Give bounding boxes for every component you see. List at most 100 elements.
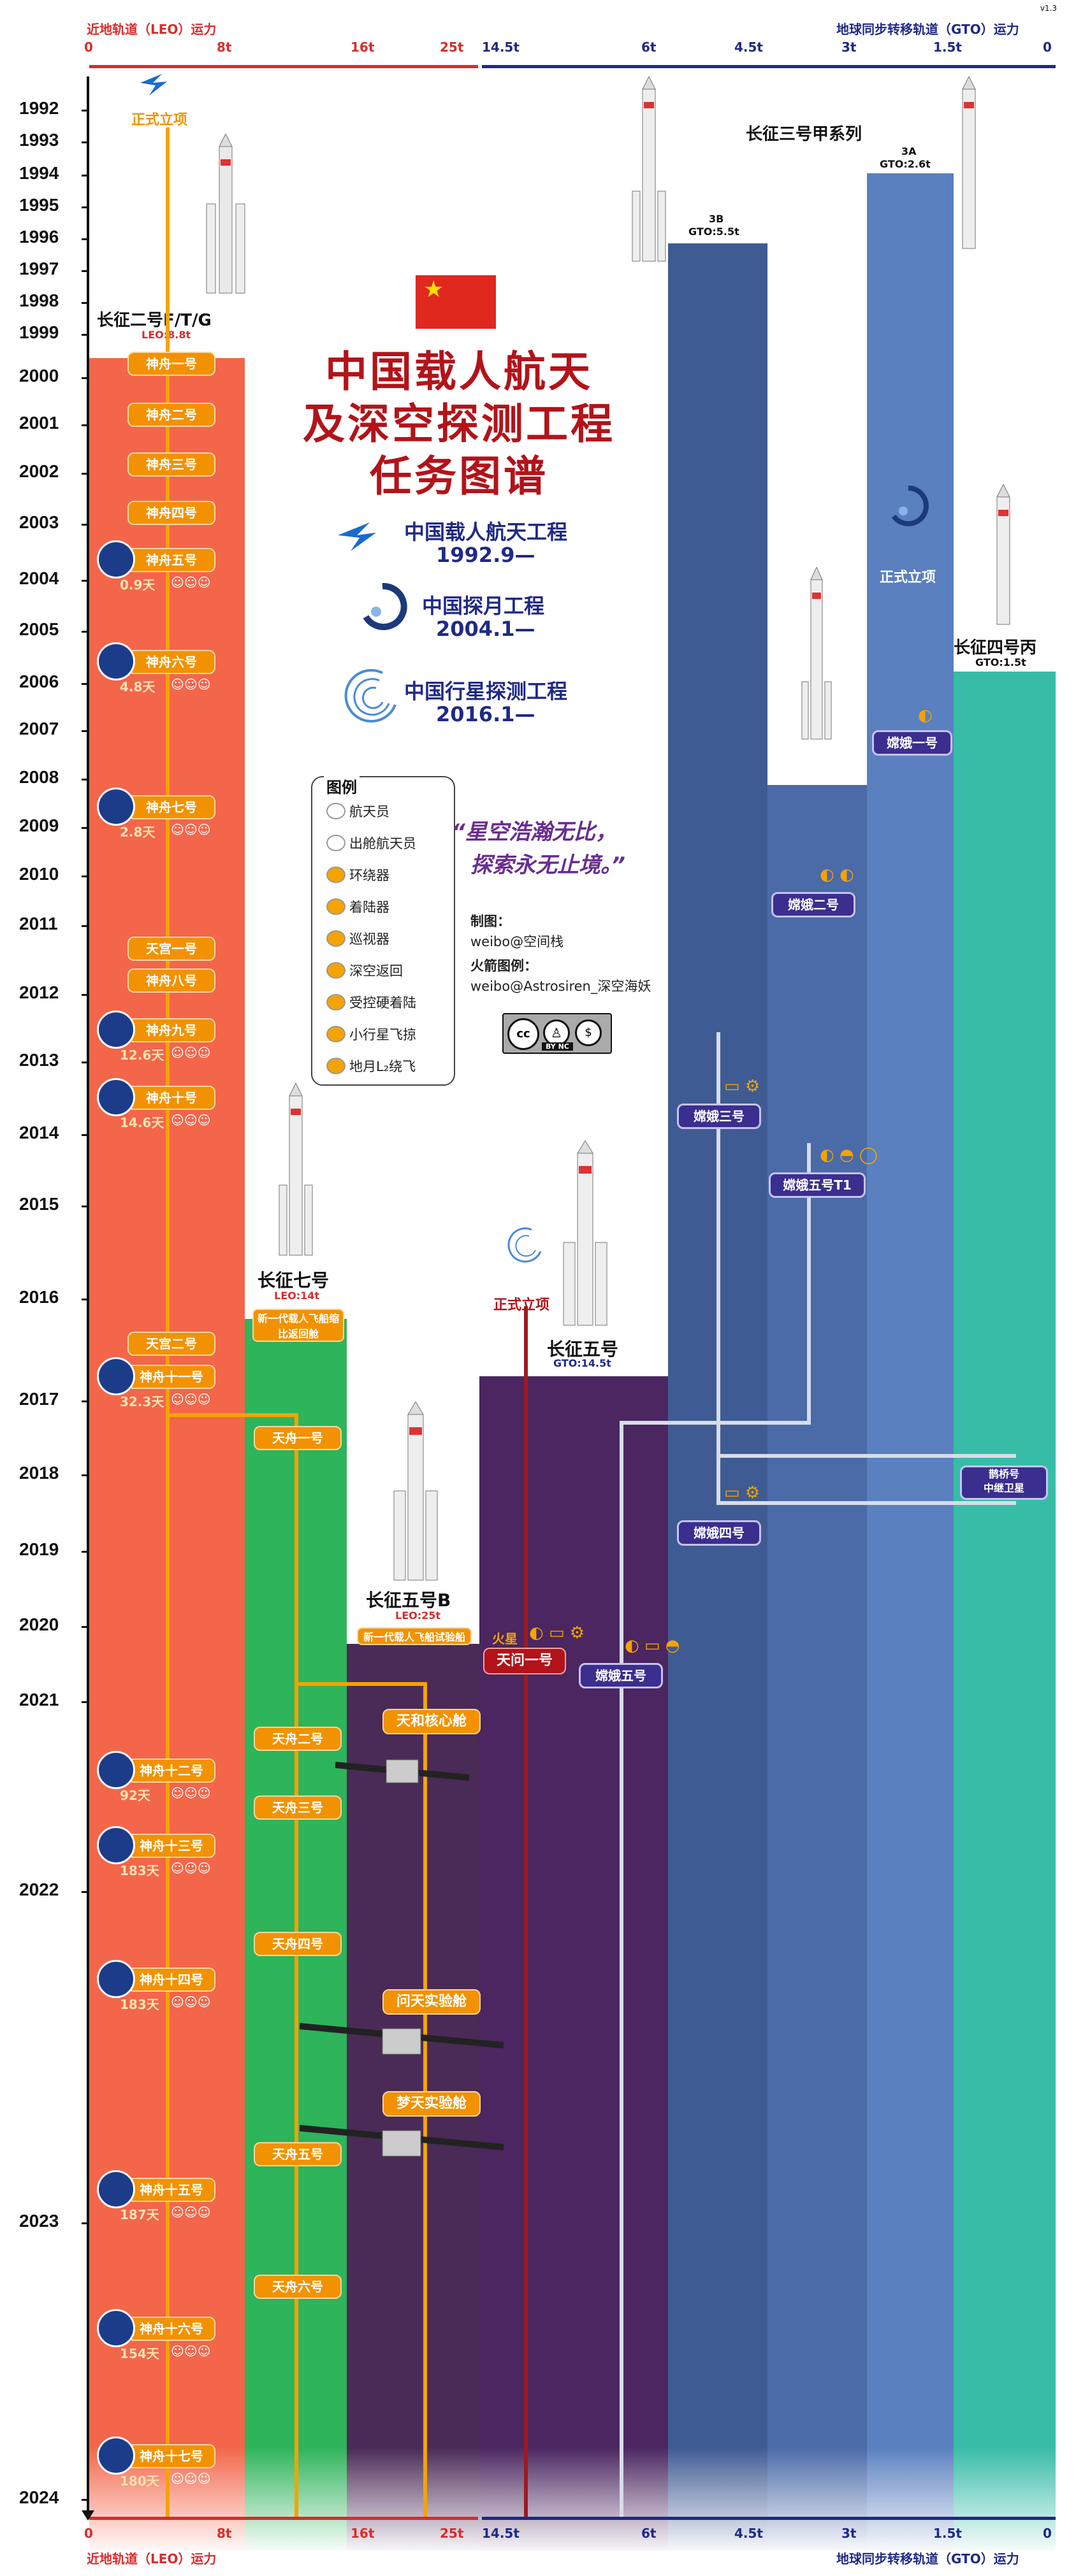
mission-patch-icon [97, 2170, 135, 2208]
year-label-2008: 2008 [19, 767, 59, 787]
legend-title: 图例 [324, 775, 360, 797]
top-tick-4.5t: 4.5t [734, 40, 763, 55]
year-axis-line [87, 76, 89, 2517]
year-label-2021: 2021 [19, 1690, 59, 1709]
tianzhou-2: 天舟二号 [254, 1727, 342, 1751]
cz3c-name: 3C [807, 754, 822, 766]
year-label-2020: 2020 [19, 1615, 59, 1634]
change-timeline-line [716, 1032, 720, 1504]
mission-tianwen1: 天问一号 [483, 1648, 566, 1674]
rover-icon [326, 930, 345, 947]
change2-icons: ◐ ◐ [820, 865, 854, 884]
queqiao-line [716, 1454, 1016, 1458]
year-label-1996: 1996 [19, 227, 59, 247]
mission-duration: 4.8天 [120, 679, 156, 694]
quote-line-2: 探索永无止境。” [470, 853, 625, 878]
year-label-2014: 2014 [19, 1123, 59, 1142]
cz3b-rocket-icon [630, 75, 668, 268]
year-label-2015: 2015 [19, 1194, 59, 1214]
tianzhou-branch-line [166, 1413, 298, 1417]
station-module-tianhe: 天和核心舱 [382, 1709, 481, 1734]
year-label-2011: 2011 [19, 914, 58, 933]
mission-queqiao: 鹊桥号 中继卫星 [960, 1465, 1048, 1500]
l2-flyby-icon [326, 1058, 345, 1074]
credit-made-by: weibo@空间栈 [470, 934, 564, 949]
mission-6: 神舟六号 [127, 650, 215, 674]
cz2f-name: 长征二号F/T/G [97, 311, 212, 330]
title-line-1: 中国载人航天 [325, 347, 593, 396]
bottom-tick-1.5t: 1.5t [933, 2526, 962, 2541]
year-tick-2021 [82, 1701, 89, 1703]
mission-change5t1: 嫦娥五号T1 [769, 1172, 866, 1198]
year-tick-2014 [82, 1134, 89, 1136]
cz3c-capacity: GTO:3.9t [788, 767, 839, 779]
year-tick-2000 [82, 377, 89, 379]
cz2f-approval-label: 正式立项 [131, 112, 188, 128]
year-tick-1996 [82, 238, 89, 240]
mission-change3: 嫦娥三号 [677, 1104, 761, 1129]
mission-8: 天宫一号 [127, 937, 215, 961]
year-label-1995: 1995 [19, 195, 59, 215]
bottom-leo-axis-line [89, 2517, 478, 2520]
by-icon: ♙ [543, 1019, 570, 1046]
license-text: BY NC [542, 1042, 573, 1051]
mission-duration: 92天 [120, 1788, 150, 1803]
mission-patch-icon [97, 1078, 135, 1116]
sample-return-icon [326, 962, 345, 979]
mission-18: 神舟十六号 [127, 2317, 215, 2341]
year-label-2006: 2006 [19, 672, 59, 691]
mission-12: 天宫二号 [127, 1332, 215, 1356]
year-tick-2001 [82, 424, 89, 426]
year-label-2023: 2023 [19, 2211, 59, 2231]
change1-orbiter-icon: ◐ [918, 706, 933, 725]
eva-astronaut-icon [326, 835, 345, 851]
mission-duration: 154天 [120, 2346, 159, 2361]
astronaut-icon: ☺☺☺ [171, 1994, 211, 2010]
legend-item-label: 航天员 [349, 804, 389, 819]
astronaut-icon: ☺☺☺ [171, 2343, 211, 2359]
mission-15: 神舟十三号 [127, 1834, 215, 1858]
year-tick-1992 [82, 110, 89, 112]
program-cmse-name: 中国载人航天工程 [404, 520, 568, 544]
year-tick-1993 [82, 141, 89, 143]
cz5-capacity: GTO:14.5t [553, 1357, 611, 1369]
year-label-2005: 2005 [19, 619, 59, 639]
bottom-tick-16t: 16t [351, 2526, 375, 2541]
cz5b-first-flight-label: 新一代载人飞船试验船 [357, 1627, 472, 1645]
mengtian-module-icon [299, 2122, 504, 2166]
mission-patch-icon [97, 1960, 135, 1998]
top-tick-8t: 8t [217, 40, 232, 55]
mission-14: 神舟十二号 [127, 1759, 215, 1783]
mission-5: 神舟五号 [127, 548, 215, 572]
tianhe-module-icon [335, 1752, 470, 1790]
year-tick-2004 [82, 580, 89, 582]
top-leo-axis-line [89, 65, 478, 68]
top-tick-1.5t: 1.5t [933, 40, 962, 55]
cz3b-name: 3B [709, 213, 724, 225]
mission-13: 神舟十一号 [127, 1365, 215, 1389]
title-line-3: 任务图谱 [370, 452, 548, 501]
bottom-tick-6t: 6t [641, 2526, 657, 2541]
tianzhou-3: 天舟三号 [254, 1795, 342, 1820]
legend-item-label: 巡视器 [349, 932, 389, 947]
mission-duration: 32.3天 [120, 1394, 164, 1409]
mission-10: 神舟九号 [127, 1018, 215, 1042]
year-label-2007: 2007 [19, 719, 59, 738]
mission-duration: 14.6天 [120, 1115, 164, 1130]
astronaut-icon: ☺☺☺ [171, 1392, 211, 1407]
top-tick-0: 0 [84, 40, 93, 55]
cz7-name: 长征七号 [258, 1270, 330, 1291]
lander-icon [326, 898, 345, 915]
credit-made-by-label: 制图： [470, 914, 511, 929]
cz7-capacity: LEO:14t [274, 1290, 320, 1302]
title-line-2: 及深空探测工程 [303, 399, 615, 449]
change4-icons: ▭ ⚙ [724, 1483, 760, 1502]
year-tick-2017 [82, 1400, 89, 1402]
year-tick-1998 [82, 302, 89, 304]
year-tick-2011 [82, 925, 89, 927]
flag-star-icon: ★ [423, 277, 444, 303]
mission-patch-icon [97, 788, 135, 826]
year-tick-2005 [82, 631, 89, 633]
year-tick-2020 [82, 1626, 89, 1628]
change5-icons: ◐ ▭ ◓ [625, 1636, 680, 1655]
